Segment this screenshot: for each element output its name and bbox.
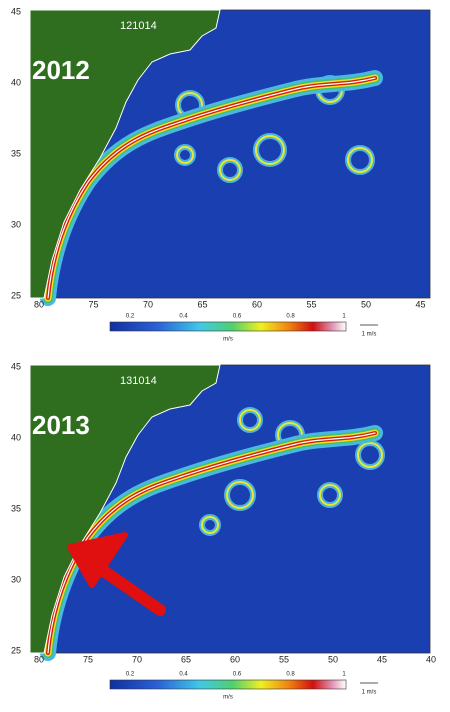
date-label: 121014 (120, 20, 157, 32)
colorbar-unit: m/s (223, 337, 233, 343)
lat-tick-label: 35 (11, 503, 21, 513)
eddy-core (255, 135, 285, 165)
year-label: 2013 (32, 410, 90, 440)
land (29, 364, 221, 654)
lon-tick-label: 55 (306, 299, 316, 309)
lon-tick-label: 60 (230, 654, 240, 664)
eddy-core (357, 442, 383, 468)
lon-tick-label: 55 (279, 654, 289, 664)
colorbar-tick-label: 0.6 (233, 314, 242, 320)
colorbar (109, 321, 347, 332)
colorbar-tick-label: 0.2 (126, 672, 135, 678)
lat-tick-label: 30 (11, 219, 21, 229)
date-label: 131014 (120, 375, 157, 387)
lon-tick-label: 75 (88, 299, 98, 309)
eddy-core (201, 516, 219, 534)
colorbar-tick-label: 1 (342, 672, 346, 678)
lon-tick-label: 50 (361, 299, 371, 309)
lat-tick-label: 40 (11, 77, 21, 87)
map-panel: 131014 2013 (29, 364, 431, 661)
lat-tick-label: 25 (11, 290, 21, 300)
scale-label: 1 m/s (362, 690, 377, 696)
colorbar-tick-label: 0.8 (286, 672, 295, 678)
colorbar-tick-label: 0.4 (179, 672, 188, 678)
lon-tick-label: 65 (181, 654, 191, 664)
eddy-core (219, 159, 241, 181)
colorbar-tick-label: 0.4 (179, 314, 188, 320)
scale-label: 1 m/s (362, 332, 377, 338)
lon-tick-label: 45 (415, 299, 425, 309)
lon-tick-label: 80 (34, 654, 44, 664)
lat-tick-label: 40 (11, 432, 21, 442)
eddy-core (226, 481, 254, 509)
colorbar-tick-label: 0.2 (126, 314, 135, 320)
lat-tick-label: 45 (11, 6, 21, 16)
eddy-core (319, 484, 341, 506)
eddy-core (176, 146, 194, 164)
land (29, 9, 221, 299)
lon-tick-label: 70 (143, 299, 153, 309)
lon-tick-label: 70 (132, 654, 142, 664)
colorbar (109, 679, 347, 690)
colorbar-tick-label: 1 (342, 314, 346, 320)
lon-tick-label: 80 (34, 299, 44, 309)
eddy-core (239, 409, 261, 431)
eddy-core (347, 147, 373, 173)
year-label: 2012 (32, 55, 90, 85)
lat-tick-label: 30 (11, 574, 21, 584)
colorbar-tick-label: 0.6 (233, 672, 242, 678)
map-panel: 121014 2012 (29, 9, 431, 306)
lon-tick-label: 40 (426, 654, 436, 664)
lon-tick-label: 50 (328, 654, 338, 664)
lon-tick-label: 65 (197, 299, 207, 309)
lat-tick-label: 35 (11, 148, 21, 158)
lat-tick-label: 25 (11, 645, 21, 655)
colorbar-unit: m/s (223, 695, 233, 701)
lon-tick-label: 45 (377, 654, 387, 664)
current (47, 432, 376, 654)
arrow-head (67, 532, 128, 588)
lon-tick-label: 60 (252, 299, 262, 309)
lat-tick-label: 45 (11, 361, 21, 371)
current (47, 77, 376, 299)
lon-tick-label: 75 (83, 654, 93, 664)
colorbar-tick-label: 0.8 (286, 314, 295, 320)
